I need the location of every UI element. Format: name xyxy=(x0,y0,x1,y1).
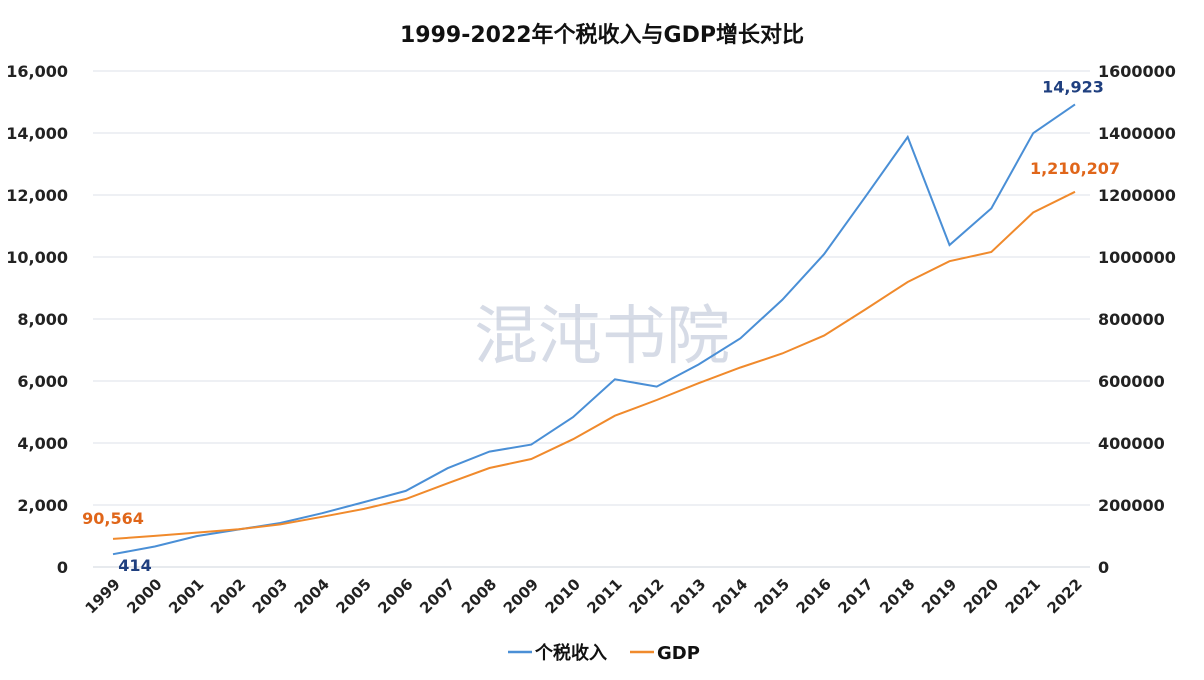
x-tick-label: 2011 xyxy=(583,575,625,617)
y-left-tick-label: 12,000 xyxy=(6,186,68,205)
y-right-tick-label: 1000000 xyxy=(1098,248,1176,267)
x-tick-label: 2008 xyxy=(458,575,500,617)
y-left-tick-label: 8,000 xyxy=(17,310,68,329)
x-tick-label: 2014 xyxy=(709,575,751,617)
chart-title: 1999-2022年个税收入与GDP增长对比 xyxy=(400,22,804,48)
x-tick-label: 2021 xyxy=(1002,575,1044,617)
y-right-tick-label: 0 xyxy=(1098,558,1109,577)
x-tick-label: 2000 xyxy=(123,575,165,617)
x-tick-label: 2003 xyxy=(249,575,291,617)
x-tick-label: 2018 xyxy=(876,575,918,617)
y-right-tick-label: 800000 xyxy=(1098,310,1165,329)
y-right-tick-label: 1200000 xyxy=(1098,186,1176,205)
x-tick-label: 2016 xyxy=(793,575,835,617)
y-right-tick-label: 200000 xyxy=(1098,496,1165,515)
x-tick-label: 2010 xyxy=(542,575,584,617)
x-tick-label: 2007 xyxy=(416,575,458,617)
x-tick-label: 2015 xyxy=(751,575,793,617)
y-left-tick-label: 10,000 xyxy=(6,248,68,267)
x-tick-label: 2020 xyxy=(960,575,1002,617)
y-right-tick-label: 1600000 xyxy=(1098,62,1176,81)
x-tick-label: 2012 xyxy=(625,575,667,617)
y-left-tick-label: 0 xyxy=(57,558,68,577)
x-tick-label: 2005 xyxy=(333,575,375,617)
x-tick-label: 2013 xyxy=(667,575,709,617)
x-tick-label: 2019 xyxy=(918,575,960,617)
y-right-tick-label: 600000 xyxy=(1098,372,1165,391)
legend-label: 个税收入 xyxy=(534,642,607,664)
data-label-last: 1,210,207 xyxy=(1030,159,1120,178)
y-left-tick-label: 4,000 xyxy=(17,434,68,453)
x-tick-label: 2006 xyxy=(374,575,416,617)
x-tick-label: 2009 xyxy=(500,575,542,617)
watermark: 混沌书院 xyxy=(474,300,730,374)
y-right-tick-label: 1400000 xyxy=(1098,124,1176,143)
x-tick-label: 2017 xyxy=(834,575,876,617)
x-tick-label: 1999 xyxy=(82,575,124,617)
x-tick-label: 2001 xyxy=(165,575,207,617)
x-tick-label: 2004 xyxy=(291,575,333,617)
data-label-last: 14,923 xyxy=(1042,77,1104,96)
y-left-tick-label: 14,000 xyxy=(6,124,68,143)
x-tick-label: 2022 xyxy=(1044,575,1086,617)
y-right-tick-label: 400000 xyxy=(1098,434,1165,453)
y-left-tick-label: 6,000 xyxy=(17,372,68,391)
data-label-first: 414 xyxy=(118,556,151,575)
x-tick-label: 2002 xyxy=(207,575,249,617)
legend-label: GDP xyxy=(657,643,700,664)
y-left-tick-label: 2,000 xyxy=(17,496,68,515)
y-left-tick-label: 16,000 xyxy=(6,62,68,81)
data-label-first: 90,564 xyxy=(82,509,144,528)
